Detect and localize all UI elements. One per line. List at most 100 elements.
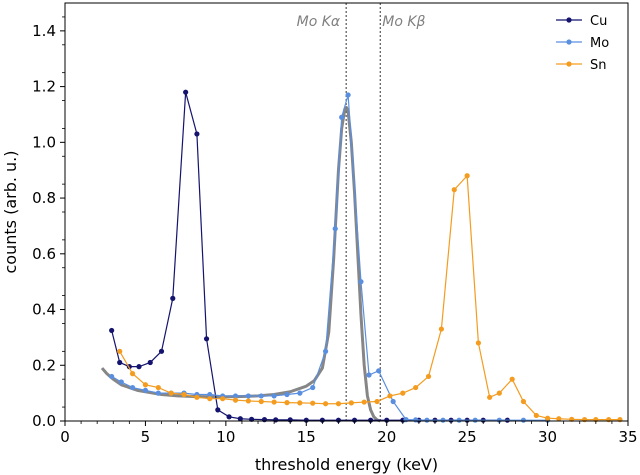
data-point-mo (207, 391, 213, 398)
data-point-sn (533, 412, 539, 419)
data-point-cu (147, 359, 153, 366)
data-point-cu (194, 131, 200, 137)
legend-label-sn: Sn (590, 58, 607, 73)
data-point-cu (109, 327, 115, 334)
data-point-sn (194, 394, 200, 400)
data-point-cu (158, 348, 165, 354)
data-point-sn (487, 394, 493, 400)
data-point-mo (155, 390, 161, 396)
series-line-sn (119, 174, 620, 421)
data-point-sn (509, 376, 515, 382)
x-tick-label: 0 (60, 428, 70, 446)
data-point-sn (245, 398, 251, 404)
x-tick-label: 5 (141, 428, 151, 446)
data-point-sn (220, 396, 226, 402)
x-tick-label: 10 (216, 428, 235, 446)
data-point-mo (440, 417, 446, 423)
x-tick-label: 35 (618, 428, 637, 446)
y-tick-label: 0.6 (32, 245, 56, 263)
data-point-sn (438, 326, 445, 332)
data-point-mo (358, 279, 364, 285)
data-point-cu (203, 336, 210, 342)
data-point-mo (424, 417, 430, 423)
y-tick-label: 0.8 (32, 189, 56, 207)
data-point-mo (310, 384, 316, 391)
data-point-mo (339, 114, 345, 120)
data-point-mo (284, 391, 290, 398)
data-point-sn (348, 400, 354, 406)
series-line-mo (111, 94, 548, 421)
data-point-sn (310, 400, 316, 406)
fit-curve-line (100, 106, 381, 423)
data-point-sn (322, 401, 329, 407)
data-point-sn (425, 373, 432, 380)
data-point-mo (322, 348, 329, 354)
data-point-mo (118, 379, 124, 385)
data-point-mo (520, 417, 527, 423)
y-axis-title: counts (arb. u.) (1, 151, 20, 274)
y-tick-label: 0.4 (32, 301, 56, 319)
data-point-sn (361, 399, 367, 405)
data-point-sn (232, 397, 239, 403)
data-point-sn (117, 348, 123, 354)
data-point-mo (332, 226, 338, 232)
legend-marker-mo (566, 39, 572, 45)
legend-label-mo: Mo (590, 36, 609, 51)
data-point-sn (168, 390, 174, 396)
data-point-mo (456, 417, 462, 423)
data-point-sn (129, 371, 136, 377)
data-point-cu (215, 407, 221, 413)
annotation-label: Mo Kα (297, 14, 341, 30)
data-point-mo (258, 393, 264, 399)
data-point-sn (413, 384, 419, 391)
data-point-sn (271, 399, 277, 405)
data-point-sn (335, 401, 342, 407)
x-tick-label: 20 (377, 428, 396, 446)
data-point-sn (400, 390, 406, 396)
data-point-sn (155, 384, 161, 391)
x-tick-label: 15 (297, 428, 316, 446)
data-point-mo (472, 417, 478, 423)
annotation-label: Mo Kβ (382, 14, 425, 30)
data-point-sn (297, 400, 303, 406)
data-point-mo (413, 417, 419, 423)
data-point-sn (258, 398, 264, 405)
plot-area: Mo Kα Mo Kβ (100, 3, 623, 423)
data-point-sn (181, 391, 187, 398)
y-tick-label: 0.0 (32, 412, 56, 430)
data-point-mo (297, 390, 303, 396)
data-point-mo (109, 373, 115, 380)
data-point-sn (142, 382, 149, 388)
legend-marker-sn (566, 61, 572, 67)
data-point-mo (129, 384, 136, 391)
data-point-sn (496, 390, 502, 396)
data-point-cu (170, 295, 176, 301)
data-point-mo (345, 92, 351, 98)
data-point-sn (556, 416, 562, 422)
data-point-mo (245, 393, 251, 399)
data-point-sn (464, 173, 470, 179)
x-axis-title: threshold energy (keV) (255, 455, 438, 474)
data-point-cu (237, 416, 243, 422)
data-point-sn (475, 340, 482, 346)
legend-label-cu: Cu (590, 14, 607, 29)
data-point-mo (271, 393, 277, 399)
data-point-cu (136, 364, 142, 370)
y-tick-label: 1.2 (32, 78, 56, 96)
data-point-sn (544, 415, 551, 421)
data-point-mo (232, 393, 239, 399)
data-point-sn (207, 396, 213, 402)
data-point-sn (451, 187, 457, 193)
data-point-sn (284, 400, 290, 406)
data-point-mo (390, 398, 396, 405)
data-point-mo (142, 387, 149, 393)
x-tick-label: 25 (458, 428, 477, 446)
y-tick-label: 0.2 (32, 356, 56, 374)
data-point-cu (117, 359, 123, 366)
data-point-cu (183, 89, 189, 95)
y-tick-label: 1.4 (32, 22, 56, 40)
data-point-cu (226, 414, 232, 420)
data-point-sn (387, 393, 393, 399)
data-point-sn (374, 398, 380, 405)
